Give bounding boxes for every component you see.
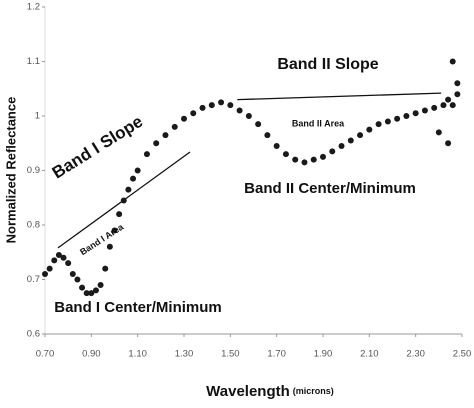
x-tick-label: 1.10 bbox=[128, 349, 147, 360]
data-point bbox=[366, 126, 373, 133]
y-tick-label: 1.2 bbox=[27, 2, 40, 13]
data-point bbox=[208, 102, 215, 109]
annotation: Band I Area bbox=[78, 221, 126, 257]
data-point bbox=[347, 137, 354, 144]
data-point bbox=[264, 132, 271, 139]
data-point bbox=[421, 107, 428, 114]
data-point bbox=[111, 227, 118, 234]
data-point bbox=[51, 257, 58, 264]
data-point bbox=[445, 140, 452, 147]
data-point bbox=[454, 91, 461, 98]
data-point bbox=[190, 110, 197, 117]
data-point bbox=[79, 284, 86, 291]
data-point bbox=[74, 276, 81, 283]
data-point bbox=[301, 159, 308, 166]
data-point bbox=[273, 142, 280, 149]
data-point bbox=[245, 113, 252, 119]
data-point bbox=[46, 265, 53, 272]
y-tick-label: 1.1 bbox=[27, 56, 40, 67]
data-point bbox=[171, 123, 178, 130]
data-point bbox=[310, 156, 317, 163]
data-point bbox=[143, 151, 150, 158]
data-point bbox=[106, 243, 113, 250]
data-point bbox=[97, 281, 104, 288]
data-point bbox=[60, 254, 67, 261]
data-point bbox=[255, 121, 262, 128]
x-tick-label: 2.10 bbox=[360, 349, 379, 360]
data-point bbox=[199, 104, 206, 111]
data-point bbox=[65, 260, 72, 267]
data-point bbox=[412, 110, 419, 117]
data-point bbox=[134, 167, 141, 174]
y-tick-label: 0.8 bbox=[27, 220, 40, 231]
data-point bbox=[338, 142, 345, 149]
data-point bbox=[102, 265, 109, 272]
continuum-line bbox=[237, 92, 442, 101]
data-point bbox=[403, 113, 410, 119]
data-point bbox=[116, 211, 123, 218]
data-point bbox=[445, 96, 452, 103]
data-point bbox=[125, 186, 132, 193]
data-point bbox=[181, 115, 187, 122]
data-point bbox=[449, 102, 456, 109]
data-point bbox=[218, 99, 225, 106]
x-axis-title: Wavelength bbox=[206, 383, 290, 400]
x-tick-label: 2.50 bbox=[453, 349, 472, 360]
x-tick-label: 1.90 bbox=[314, 349, 333, 360]
data-point bbox=[92, 287, 99, 294]
x-axis-label: Wavelength (microns) bbox=[206, 383, 334, 400]
data-point bbox=[329, 148, 336, 155]
data-point bbox=[83, 290, 90, 297]
data-point bbox=[162, 132, 169, 139]
x-tick-label: 1.30 bbox=[175, 349, 194, 360]
data-point bbox=[320, 153, 326, 160]
data-point bbox=[292, 156, 299, 163]
data-point bbox=[120, 197, 127, 204]
x-tick-label: 2.30 bbox=[406, 349, 425, 360]
data-point bbox=[449, 58, 456, 65]
x-tick-label: 1.70 bbox=[267, 349, 286, 360]
x-tick-label: 0.70 bbox=[36, 349, 55, 360]
y-tick-label: 0.7 bbox=[27, 274, 40, 285]
annotation: Band II Slope bbox=[277, 56, 378, 73]
data-point bbox=[394, 115, 401, 122]
y-axis-label: Normalized Reflectance bbox=[3, 97, 18, 244]
y-tick-label: 1 bbox=[35, 111, 40, 122]
data-point bbox=[130, 175, 137, 182]
annotation: Band II Area bbox=[292, 118, 345, 128]
x-tick-label: 0.90 bbox=[82, 349, 101, 360]
data-point bbox=[440, 102, 447, 109]
data-point bbox=[42, 271, 48, 278]
data-point bbox=[88, 290, 95, 297]
x-axis-unit: (microns) bbox=[293, 386, 334, 396]
annotation: Band II Center/Minimum bbox=[244, 180, 416, 197]
data-point bbox=[227, 102, 234, 109]
data-point bbox=[69, 271, 76, 278]
y-tick-label: 0.9 bbox=[27, 165, 40, 176]
annotation: Band I Center/Minimum bbox=[54, 299, 222, 316]
data-point bbox=[384, 118, 391, 125]
data-point bbox=[454, 80, 461, 87]
y-tick-label: 0.6 bbox=[27, 329, 40, 340]
data-point bbox=[375, 121, 382, 128]
data-point bbox=[431, 104, 438, 111]
data-point bbox=[55, 251, 62, 258]
data-point bbox=[357, 132, 364, 139]
data-point bbox=[236, 107, 243, 114]
data-point bbox=[282, 151, 289, 158]
x-tick-label: 1.50 bbox=[221, 349, 240, 360]
data-point bbox=[153, 140, 160, 147]
data-point bbox=[435, 129, 442, 136]
annotation: Band I Slope bbox=[49, 112, 146, 183]
